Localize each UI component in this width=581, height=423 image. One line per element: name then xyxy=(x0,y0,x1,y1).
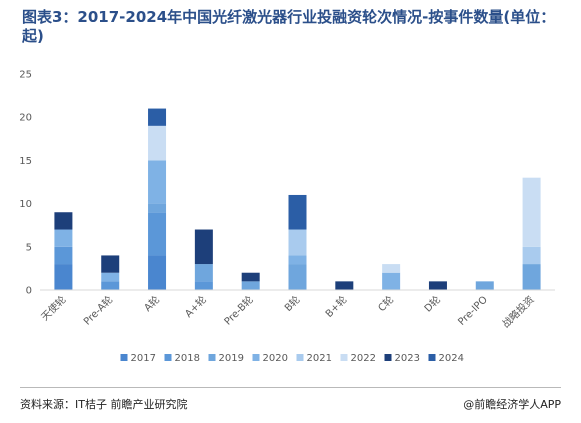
footer-divider xyxy=(20,387,561,388)
x-tick-label: D轮 xyxy=(421,293,443,315)
bar-segment xyxy=(148,255,167,290)
legend-label: 2017 xyxy=(131,353,156,364)
bar-segment xyxy=(194,264,213,282)
x-axis: 天使轮 Pre-A轮 A轮 A+轮 Pre-B轮 B轮 B+轮 C轮 D轮 Pre-IPO 战略投资 xyxy=(38,289,555,330)
x-tick-label: A轮 xyxy=(141,293,162,314)
bar-segment xyxy=(428,281,447,290)
legend-label: 2019 xyxy=(219,353,244,364)
x-tick-label: 战略投资 xyxy=(499,293,536,330)
source-note: 资料来源：IT桔子 前瞻产业研究院 xyxy=(20,398,188,411)
y-tick-label: 10 xyxy=(19,199,32,210)
legend-label: 2020 xyxy=(263,353,288,364)
legend-swatch xyxy=(428,354,436,361)
legend: 2017 2018 2019 2020 2021 2022 2023 2024 xyxy=(120,353,464,364)
x-tick-label: Pre-B轮 xyxy=(221,293,256,328)
bar-segment xyxy=(148,160,167,204)
bar-segment xyxy=(148,203,167,213)
bar-segment xyxy=(54,246,73,265)
legend-swatch xyxy=(252,354,260,361)
bar-segment xyxy=(148,108,167,126)
legend-swatch xyxy=(164,354,172,361)
bar-segment xyxy=(101,255,120,273)
bar-segment xyxy=(54,264,73,290)
y-axis: 0 5 10 15 20 25 xyxy=(19,70,32,297)
legend-swatch xyxy=(296,354,304,361)
x-tick-label: B轮 xyxy=(281,293,302,314)
x-tick-label: Pre-A轮 xyxy=(81,293,116,328)
bar-segment xyxy=(522,177,541,247)
brand-credit: @前瞻经济学人APP xyxy=(463,398,561,411)
x-tick-label: Pre-IPO xyxy=(456,294,490,328)
legend-swatch xyxy=(120,354,128,361)
bar-segment xyxy=(241,281,260,290)
bar-segment xyxy=(194,281,213,290)
y-tick-label: 15 xyxy=(19,156,32,167)
bars xyxy=(54,108,541,290)
bar-segment xyxy=(54,212,73,230)
bar-segment xyxy=(382,264,401,273)
legend-swatch xyxy=(384,354,392,361)
legend-swatch xyxy=(208,354,216,361)
y-tick-label: 5 xyxy=(26,242,32,253)
bar-segment xyxy=(194,229,213,265)
x-tick-label: C轮 xyxy=(375,293,396,314)
y-tick-label: 0 xyxy=(26,286,32,297)
bar-segment xyxy=(288,194,307,230)
y-tick-label: 20 xyxy=(19,113,32,124)
bar-segment xyxy=(382,272,401,290)
legend-label: 2023 xyxy=(395,353,420,364)
bar-segment xyxy=(522,264,541,290)
x-tick-label: 天使轮 xyxy=(38,293,68,323)
x-tick-label: A+轮 xyxy=(182,293,209,320)
bar-segment xyxy=(101,272,120,282)
bar-segment xyxy=(335,281,354,290)
y-tick-label: 25 xyxy=(19,70,32,81)
legend-label: 2021 xyxy=(307,353,332,364)
bar-segment xyxy=(148,212,167,256)
bar-segment xyxy=(288,255,307,265)
bar-segment xyxy=(288,264,307,290)
chart-title: 图表3：2017-2024年中国光纤激光器行业投融资轮次情况-按事件数量(单位：… xyxy=(22,8,556,45)
bar-segment xyxy=(241,272,260,282)
bar-segment xyxy=(54,229,73,247)
legend-swatch xyxy=(340,354,348,361)
bar-segment xyxy=(475,281,494,290)
x-tick-label: B+轮 xyxy=(322,293,349,320)
bar-segment xyxy=(288,229,307,256)
bar-segment xyxy=(101,281,120,290)
legend-label: 2022 xyxy=(351,353,376,364)
bar-segment xyxy=(522,246,541,265)
legend-label: 2024 xyxy=(439,353,464,364)
legend-label: 2018 xyxy=(175,353,200,364)
bar-segment xyxy=(148,125,167,161)
